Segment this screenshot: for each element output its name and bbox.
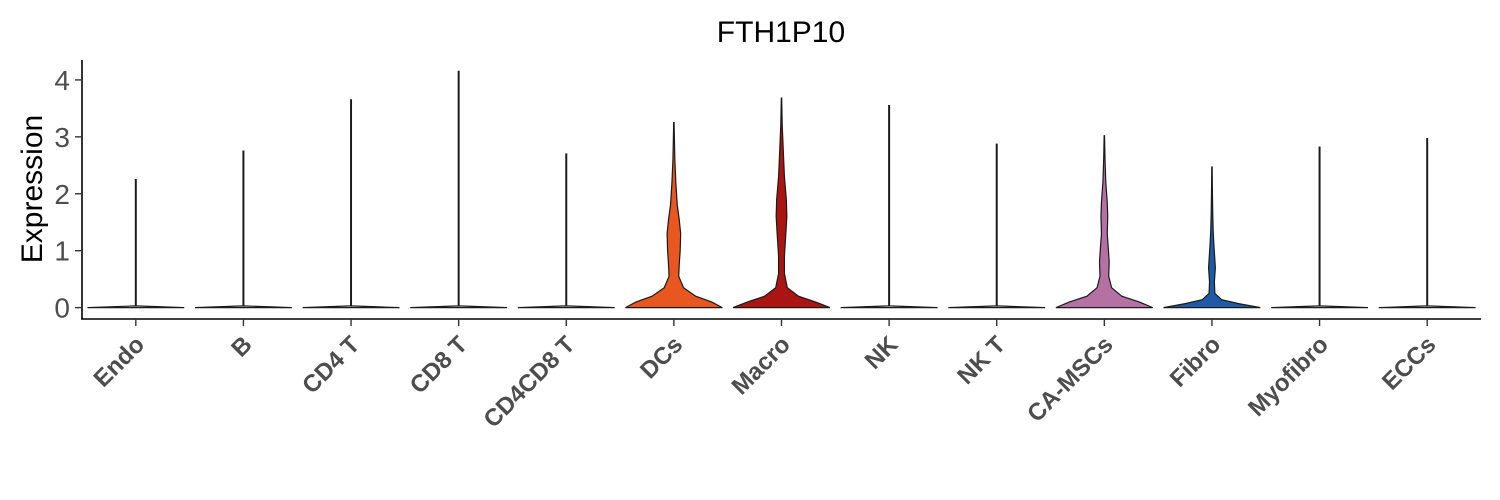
violin-endo	[87, 178, 185, 309]
x-tick-label: Macro	[727, 331, 796, 400]
violin-eccs	[1378, 137, 1476, 309]
y-tick-label: 2	[54, 179, 70, 210]
x-tick-label: NK	[860, 331, 904, 375]
x-tick-label: CD4 T	[297, 331, 365, 399]
x-tick-label: DCs	[635, 331, 688, 384]
violin-myofibro	[1271, 146, 1369, 309]
x-tick-label: ECCs	[1377, 331, 1441, 395]
y-axis-label: Expression	[16, 115, 49, 263]
violin-nk	[840, 104, 938, 309]
y-tick-label: 0	[54, 293, 70, 324]
x-tick-label: CA-MSCs	[1022, 331, 1118, 427]
violin-fibro	[1163, 166, 1261, 309]
x-tick-label: Fibro	[1165, 331, 1227, 393]
violin-layer	[87, 70, 1476, 309]
violin-cd8-t	[410, 70, 508, 309]
chart-title: FTH1P10	[717, 16, 845, 49]
violin-dcs	[625, 122, 723, 309]
violin-cd4-t	[302, 99, 400, 309]
x-tick-label: B	[226, 331, 257, 362]
x-tick-label: CD8 T	[405, 331, 473, 399]
x-tick-label: Myofibro	[1243, 331, 1334, 422]
violin-cd4cd8-t	[517, 153, 615, 309]
x-tick-label: NK T	[952, 331, 1011, 390]
y-tick-label: 1	[54, 236, 70, 267]
violin-macro	[732, 97, 831, 309]
violin-nk-t	[948, 143, 1046, 309]
x-tick-label: Endo	[89, 331, 151, 393]
x-ticks: Endo B CD4 T CD8 T CD4CD8 T DCs Macro NK NK T CA-…	[89, 319, 1441, 433]
y-tick-label: 3	[54, 122, 70, 153]
x-tick-label: CD4CD8 T	[478, 331, 580, 433]
violin-b	[194, 150, 292, 309]
y-tick-label: 4	[54, 65, 70, 96]
y-ticks: 0 1 2 3 4	[54, 65, 82, 324]
violin-ca-mscs	[1055, 135, 1154, 309]
